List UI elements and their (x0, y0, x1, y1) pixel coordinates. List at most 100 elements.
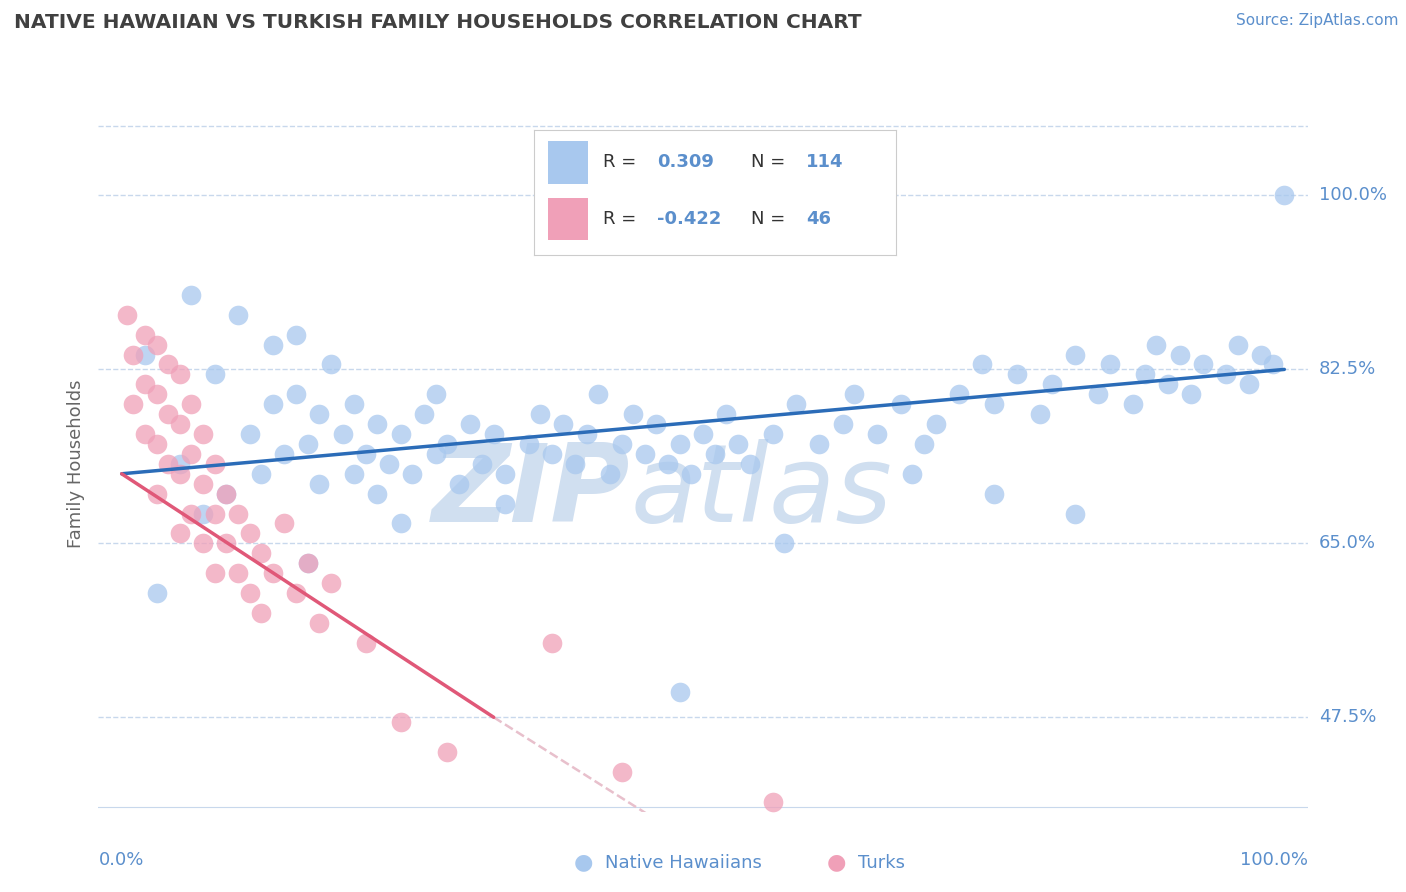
Text: 100.0%: 100.0% (1319, 186, 1386, 204)
Point (436, 745, 458, 759)
Point (273, 447, 295, 461)
Point (610, 437, 633, 451)
Point (215, 486, 238, 500)
Point (273, 516, 295, 531)
Point (1005, 368, 1028, 382)
Point (588, 387, 610, 401)
Point (308, 476, 330, 491)
Point (703, 447, 725, 461)
Point (668, 437, 690, 451)
Point (831, 417, 853, 431)
Point (1168, 347, 1191, 361)
Point (460, 417, 482, 431)
Point (1122, 397, 1144, 411)
Point (169, 457, 191, 471)
Point (134, 377, 156, 392)
Point (145, 586, 167, 600)
Text: 0.0%: 0.0% (98, 851, 143, 869)
Point (239, 427, 262, 442)
Point (343, 397, 366, 411)
Point (634, 447, 657, 461)
Point (204, 566, 226, 581)
Y-axis label: Family Households: Family Households (66, 380, 84, 548)
Point (145, 437, 167, 451)
Point (226, 566, 249, 581)
Point (401, 467, 423, 481)
Point (471, 457, 494, 471)
Point (191, 536, 214, 550)
Point (169, 417, 191, 431)
Point (540, 636, 562, 650)
Point (425, 447, 447, 461)
Point (191, 476, 214, 491)
Text: ZIP: ZIP (432, 439, 630, 545)
Point (180, 397, 202, 411)
Point (297, 437, 319, 451)
Point (117, 308, 139, 322)
Point (610, 764, 633, 779)
Point (169, 526, 191, 541)
Point (157, 457, 180, 471)
Point (1144, 337, 1167, 351)
Point (564, 457, 586, 471)
Point (983, 486, 1005, 500)
Point (1215, 368, 1237, 382)
Point (285, 586, 308, 600)
Point (262, 337, 284, 351)
Point (762, 427, 785, 442)
Point (297, 556, 319, 570)
Point (262, 566, 284, 581)
Point (180, 447, 202, 461)
Point (169, 467, 191, 481)
Point (389, 715, 412, 730)
Text: 47.5%: 47.5% (1319, 708, 1376, 726)
Point (366, 417, 388, 431)
Text: Turks: Turks (858, 855, 904, 872)
Point (226, 507, 249, 521)
Point (262, 397, 284, 411)
Point (134, 327, 156, 342)
Point (389, 427, 412, 442)
Point (354, 636, 377, 650)
Point (517, 437, 540, 451)
Point (890, 397, 912, 411)
Point (482, 427, 505, 442)
Text: 65.0%: 65.0% (1319, 534, 1375, 552)
Point (529, 407, 551, 421)
Point (575, 427, 598, 442)
Point (553, 417, 575, 431)
Point (413, 407, 436, 421)
Point (773, 536, 796, 550)
Point (157, 358, 180, 372)
Point (599, 467, 621, 481)
Point (540, 447, 562, 461)
Point (1157, 377, 1180, 392)
Point (215, 536, 238, 550)
Point (378, 457, 401, 471)
Point (1192, 358, 1215, 372)
Point (668, 685, 690, 699)
Point (645, 417, 668, 431)
Point (204, 457, 226, 471)
Point (1272, 188, 1295, 202)
Point (1064, 507, 1087, 521)
Point (308, 407, 330, 421)
Point (621, 407, 644, 421)
Point (204, 368, 226, 382)
Point (226, 308, 249, 322)
Point (134, 427, 156, 442)
Text: Source: ZipAtlas.com: Source: ZipAtlas.com (1236, 13, 1399, 29)
Point (436, 437, 458, 451)
Point (494, 497, 516, 511)
Text: ●: ● (827, 853, 846, 872)
Text: Native Hawaiians: Native Hawaiians (605, 855, 762, 872)
Point (681, 467, 703, 481)
Point (343, 467, 366, 481)
Text: atlas: atlas (630, 439, 893, 544)
Point (762, 795, 785, 809)
Point (901, 467, 924, 481)
Point (180, 507, 202, 521)
Point (1029, 407, 1052, 421)
Point (354, 447, 377, 461)
Point (1040, 377, 1063, 392)
